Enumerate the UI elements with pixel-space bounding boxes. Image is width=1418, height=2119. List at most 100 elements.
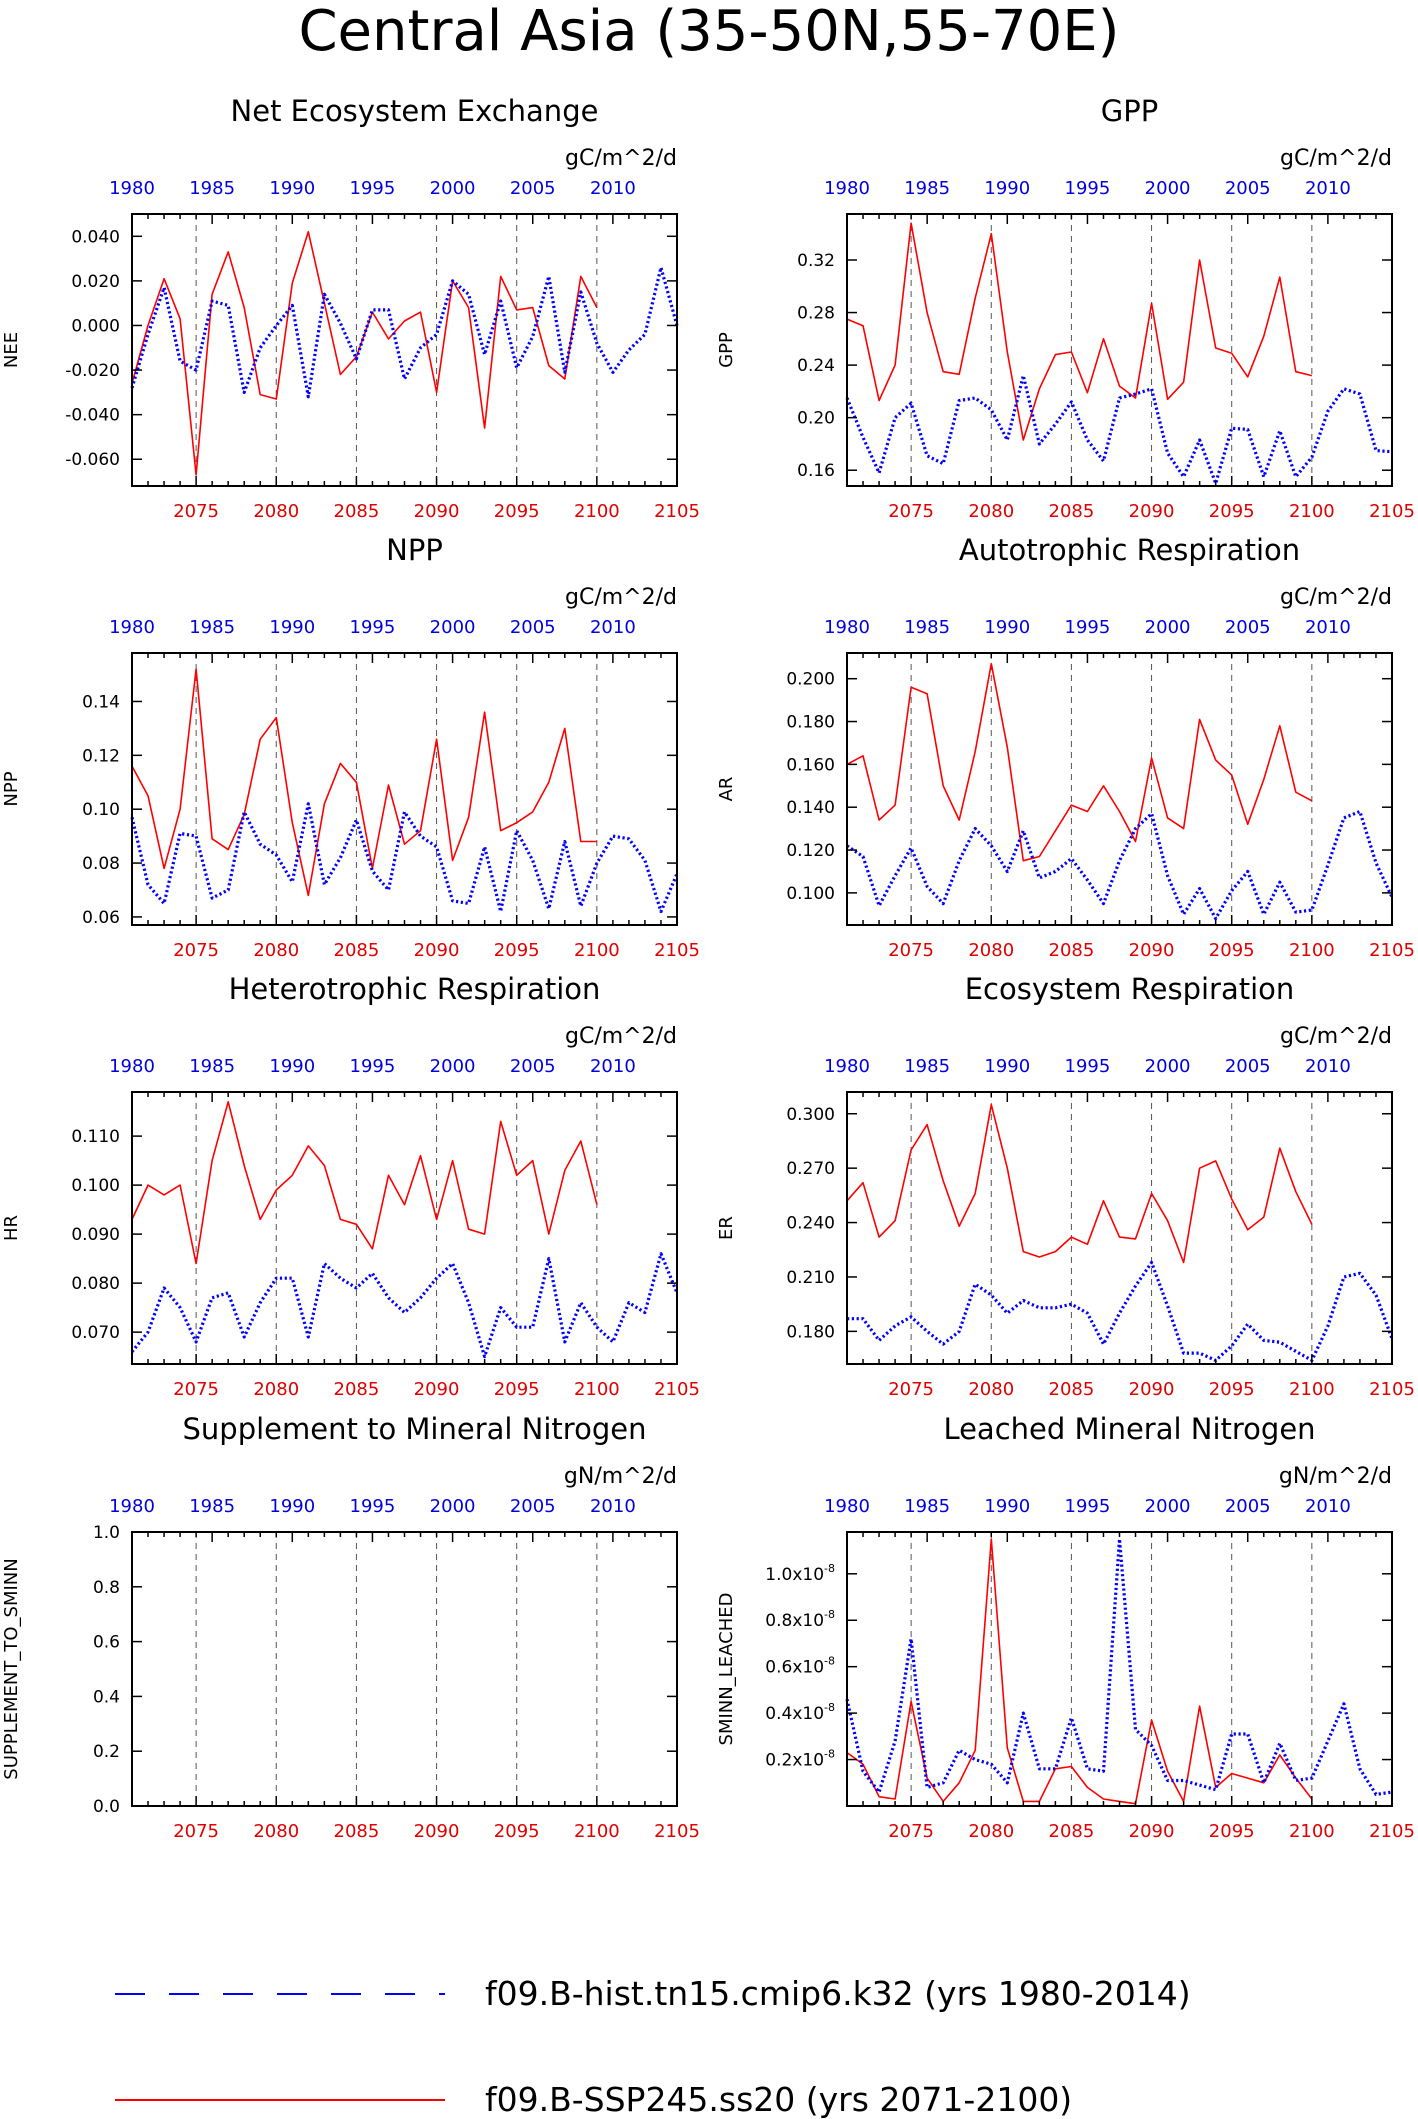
x-top-tick-label: 1995 bbox=[1065, 1056, 1111, 1077]
x-bottom-tick-label: 2105 bbox=[1369, 1379, 1415, 1400]
x-bottom-tick-label: 2100 bbox=[574, 501, 620, 522]
x-top-tick-label: 2000 bbox=[1145, 617, 1191, 638]
y-axis-label: AR bbox=[716, 777, 737, 802]
x-bottom-tick-label: 2090 bbox=[414, 1821, 460, 1842]
x-top-tick-label: 1990 bbox=[984, 1056, 1030, 1077]
legend-label-ssp245: f09.B-SSP245.ss20 (yrs 2071-2100) bbox=[485, 2080, 1072, 2119]
x-bottom-tick-label: 2075 bbox=[173, 1379, 219, 1400]
series-line-hist bbox=[130, 1252, 679, 1359]
y-tick-label: 0.06 bbox=[82, 908, 120, 928]
x-top-tick-label: 1990 bbox=[269, 1056, 315, 1077]
y-tick-label: 0.4 bbox=[93, 1687, 120, 1707]
y-tick-label: 0.14 bbox=[82, 692, 120, 712]
y-tick-label: 0.6x10-8 bbox=[765, 1655, 835, 1678]
x-top-tick-label: 2005 bbox=[510, 617, 556, 638]
units-label: gN/m^2/d bbox=[1279, 1464, 1392, 1489]
y-tick-label: 0.20 bbox=[797, 409, 835, 429]
y-tick-label: 0.08 bbox=[82, 854, 120, 874]
y-tick-label: 0.0 bbox=[93, 1797, 120, 1817]
y-tick-label: -0.040 bbox=[65, 406, 120, 426]
x-bottom-tick-label: 2105 bbox=[1369, 1821, 1415, 1842]
x-top-tick-label: 1985 bbox=[904, 617, 950, 638]
panel-supplement-to-sminn: Supplement to Mineral Nitrogen gN/m^2/d SU… bbox=[1, 1412, 700, 1842]
y-tick-label: 0.210 bbox=[786, 1268, 835, 1288]
panel-title: Autotrophic Respiration bbox=[959, 533, 1300, 567]
x-bottom-tick-label: 2095 bbox=[1209, 940, 1255, 961]
y-tick-label: 0.8 bbox=[93, 1578, 120, 1598]
x-top-tick-label: 1990 bbox=[269, 1496, 315, 1517]
x-top-tick-label: 1995 bbox=[1065, 617, 1111, 638]
x-bottom-tick-label: 2085 bbox=[334, 1379, 380, 1400]
y-tick-label: 0.270 bbox=[786, 1159, 835, 1179]
x-top-tick-label: 1995 bbox=[1065, 178, 1111, 199]
x-top-tick-label: 1990 bbox=[984, 1496, 1030, 1517]
y-tick-label: 0.110 bbox=[71, 1127, 120, 1147]
x-top-tick-label: 2005 bbox=[1225, 1496, 1271, 1517]
x-bottom-tick-label: 2100 bbox=[1289, 940, 1335, 961]
plot-frame bbox=[846, 213, 1393, 487]
x-top-tick-label: 2010 bbox=[1305, 1056, 1351, 1077]
y-tick-label: 0.090 bbox=[71, 1225, 120, 1245]
series-line-hist bbox=[847, 1260, 1394, 1363]
x-top-tick-label: 2000 bbox=[1145, 1496, 1191, 1517]
x-top-tick-label: 2005 bbox=[510, 1496, 556, 1517]
x-top-tick-label: 2010 bbox=[1305, 1496, 1351, 1517]
x-bottom-tick-label: 2105 bbox=[654, 1821, 700, 1842]
x-top-tick-label: 2010 bbox=[590, 1496, 636, 1517]
x-bottom-tick-label: 2085 bbox=[1049, 940, 1095, 961]
x-bottom-tick-label: 2080 bbox=[968, 940, 1014, 961]
x-top-tick-label: 1980 bbox=[109, 1496, 155, 1517]
x-top-tick-label: 2005 bbox=[510, 1056, 556, 1077]
x-bottom-tick-label: 2075 bbox=[888, 1821, 934, 1842]
y-tick-label: 0.24 bbox=[797, 356, 835, 376]
series-line-hist bbox=[845, 374, 1393, 485]
x-top-tick-label: 1990 bbox=[984, 617, 1030, 638]
y-tick-label: -0.060 bbox=[65, 450, 120, 470]
x-bottom-tick-label: 2100 bbox=[1289, 501, 1335, 522]
x-bottom-tick-label: 2100 bbox=[1289, 1379, 1335, 1400]
x-bottom-tick-label: 2105 bbox=[654, 1379, 700, 1400]
y-tick-label: 0.000 bbox=[71, 316, 120, 336]
units-label: gC/m^2/d bbox=[565, 585, 677, 610]
x-top-tick-label: 2000 bbox=[430, 1056, 476, 1077]
x-top-tick-label: 2000 bbox=[430, 178, 476, 199]
series-line-ssp245 bbox=[846, 1103, 1313, 1264]
y-tick-label: 0.16 bbox=[797, 461, 835, 481]
x-top-tick-label: 2000 bbox=[1145, 1056, 1191, 1077]
y-tick-label: 0.180 bbox=[786, 1322, 835, 1342]
x-top-tick-label: 2005 bbox=[1225, 617, 1271, 638]
x-bottom-tick-label: 2075 bbox=[173, 1821, 219, 1842]
y-tick-label: 0.300 bbox=[786, 1105, 835, 1125]
y-tick-label: 0.4x10-8 bbox=[765, 1701, 835, 1724]
x-top-tick-label: 1990 bbox=[269, 617, 315, 638]
x-bottom-tick-label: 2105 bbox=[1369, 501, 1415, 522]
y-tick-label: 0.070 bbox=[71, 1323, 120, 1343]
x-top-tick-label: 2010 bbox=[1305, 617, 1351, 638]
x-bottom-tick-label: 2090 bbox=[1129, 940, 1175, 961]
x-bottom-tick-label: 2100 bbox=[574, 940, 620, 961]
y-axis-label: NEE bbox=[1, 332, 22, 368]
panel-title: Net Ecosystem Exchange bbox=[231, 94, 599, 128]
legend: f09.B-hist.tn15.cmip6.k32 (yrs 1980-2014… bbox=[115, 1974, 1191, 2119]
panel-er: Ecosystem Respiration gC/m^2/d ER 0.180 0.21… bbox=[716, 972, 1415, 1400]
x-bottom-tick-label: 2105 bbox=[1369, 940, 1415, 961]
panel-title: Supplement to Mineral Nitrogen bbox=[183, 1412, 647, 1446]
x-bottom-tick-label: 2095 bbox=[494, 940, 540, 961]
units-label: gC/m^2/d bbox=[1280, 585, 1392, 610]
x-top-tick-label: 2005 bbox=[1225, 178, 1271, 199]
y-tick-label: 0.100 bbox=[786, 884, 835, 904]
y-tick-label: 0.6 bbox=[93, 1633, 120, 1653]
x-top-tick-label: 1980 bbox=[824, 1496, 870, 1517]
y-tick-label: 0.080 bbox=[71, 1274, 120, 1294]
x-bottom-tick-label: 2090 bbox=[1129, 1821, 1175, 1842]
x-bottom-tick-label: 2085 bbox=[334, 940, 380, 961]
y-axis-label: SMINN_LEACHED bbox=[716, 1593, 737, 1746]
panel-title: Ecosystem Respiration bbox=[965, 972, 1295, 1006]
x-bottom-tick-label: 2090 bbox=[414, 501, 460, 522]
x-bottom-tick-label: 2100 bbox=[1289, 1821, 1335, 1842]
x-bottom-tick-label: 2075 bbox=[173, 940, 219, 961]
y-tick-label: 0.28 bbox=[797, 304, 835, 324]
y-tick-label: 0.020 bbox=[71, 272, 120, 292]
x-top-tick-label: 1985 bbox=[904, 1056, 950, 1077]
